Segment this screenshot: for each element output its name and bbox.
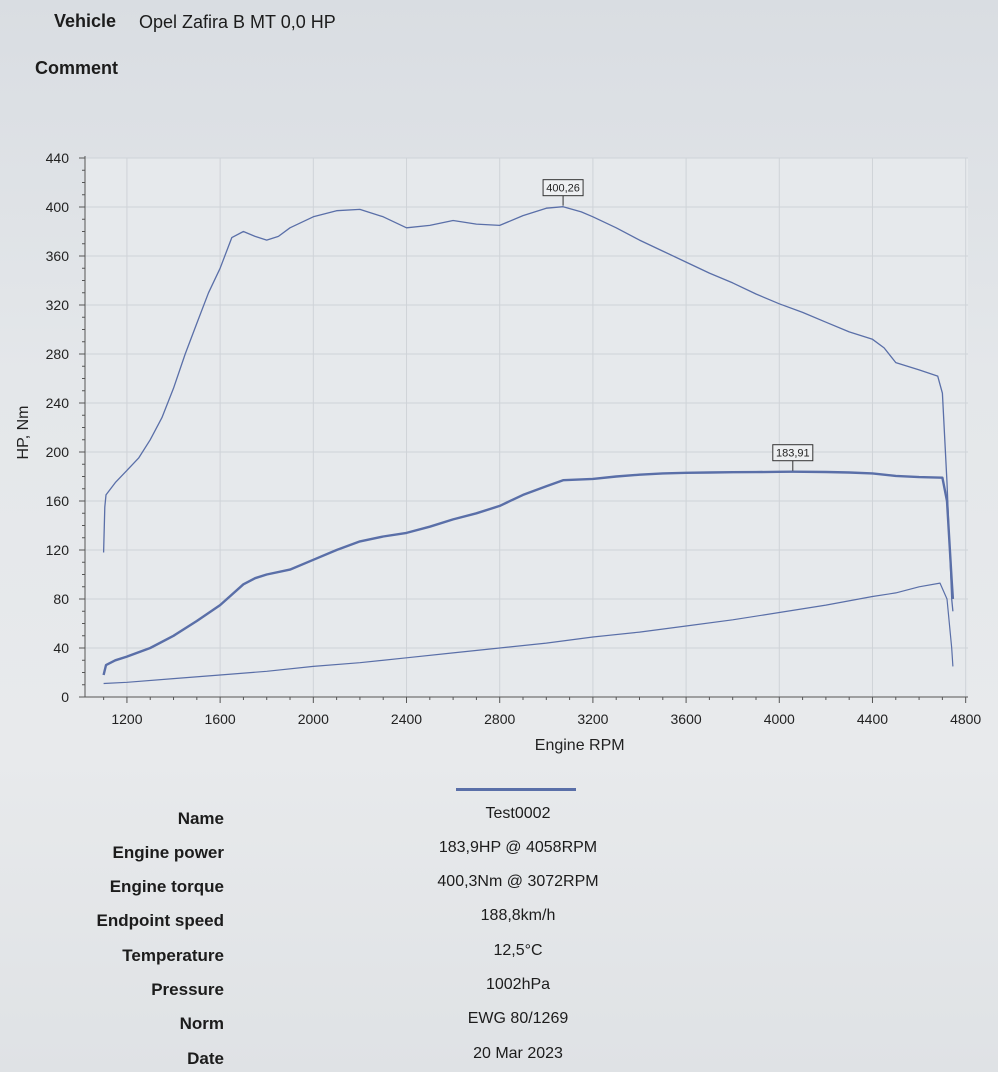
info-label: Date xyxy=(187,1049,224,1068)
info-value: 188,8km/h xyxy=(480,907,556,924)
vehicle-label: Vehicle xyxy=(54,11,117,31)
info-label: Engine torque xyxy=(109,877,224,896)
y-tick-label: 400 xyxy=(46,199,70,215)
info-value: EWG 80/1269 xyxy=(467,1010,569,1027)
peak-label-box-power xyxy=(772,444,814,462)
y-axis-title: HP, Nm xyxy=(15,406,32,460)
y-tick-label: 280 xyxy=(46,346,70,362)
series-line-torque xyxy=(102,206,954,612)
info-value: 183,9HP @ 4058RPM xyxy=(438,839,598,856)
info-label: Engine power xyxy=(112,843,224,862)
info-value: 20 Mar 2023 xyxy=(473,1045,563,1062)
info-label: Name xyxy=(177,809,224,828)
x-axis-title: Engine RPM xyxy=(535,737,625,754)
x-tick-label: 4400 xyxy=(857,711,888,727)
info-value: Test0002 xyxy=(485,805,551,822)
peak-label-power: 183,91 xyxy=(776,448,810,460)
comment-label: Comment xyxy=(35,58,119,78)
info-value: 1002hPa xyxy=(485,976,551,993)
info-value: 12,5°C xyxy=(493,942,543,959)
x-tick-label: 4800 xyxy=(950,711,981,727)
series-line-power xyxy=(102,470,955,676)
y-tick-label: 440 xyxy=(46,150,70,166)
y-tick-label: 320 xyxy=(46,297,70,313)
info-value: 400,3Nm @ 3072RPM xyxy=(437,873,599,890)
x-tick-label: 2400 xyxy=(391,711,422,727)
x-tick-label: 2800 xyxy=(484,711,515,727)
y-tick-label: 360 xyxy=(46,248,70,264)
info-label: Norm xyxy=(179,1014,224,1033)
x-tick-label: 1600 xyxy=(205,711,236,727)
x-tick-label: 2000 xyxy=(298,711,329,727)
y-tick-label: 200 xyxy=(46,444,70,460)
y-tick-label: 80 xyxy=(53,591,69,607)
y-tick-label: 40 xyxy=(53,640,69,656)
x-tick-label: 4000 xyxy=(764,711,795,727)
dyno-chart: 0 40 80 120 160 200 240 280 320 360 400 440 1200 1600… xyxy=(15,150,981,754)
y-tick-label: 240 xyxy=(46,395,70,411)
x-tick-label: 3200 xyxy=(577,711,608,727)
info-label: Temperature xyxy=(122,946,224,965)
y-tick-label: 120 xyxy=(46,542,70,558)
peak-label-box-torque xyxy=(542,179,584,197)
info-label: Endpoint speed xyxy=(96,911,225,930)
plot-area xyxy=(85,158,968,697)
series-line-third xyxy=(103,582,954,685)
x-tick-label: 3600 xyxy=(671,711,702,727)
x-tick-label: 1200 xyxy=(111,711,142,727)
vehicle-value: Opel Zafira B MT 0,0 HP xyxy=(139,12,336,32)
peak-label-torque: 400,26 xyxy=(546,183,580,195)
info-label: Pressure xyxy=(151,980,224,999)
y-tick-label: 0 xyxy=(61,689,69,705)
y-tick-label: 160 xyxy=(46,493,70,509)
legend-swatch xyxy=(456,788,576,791)
